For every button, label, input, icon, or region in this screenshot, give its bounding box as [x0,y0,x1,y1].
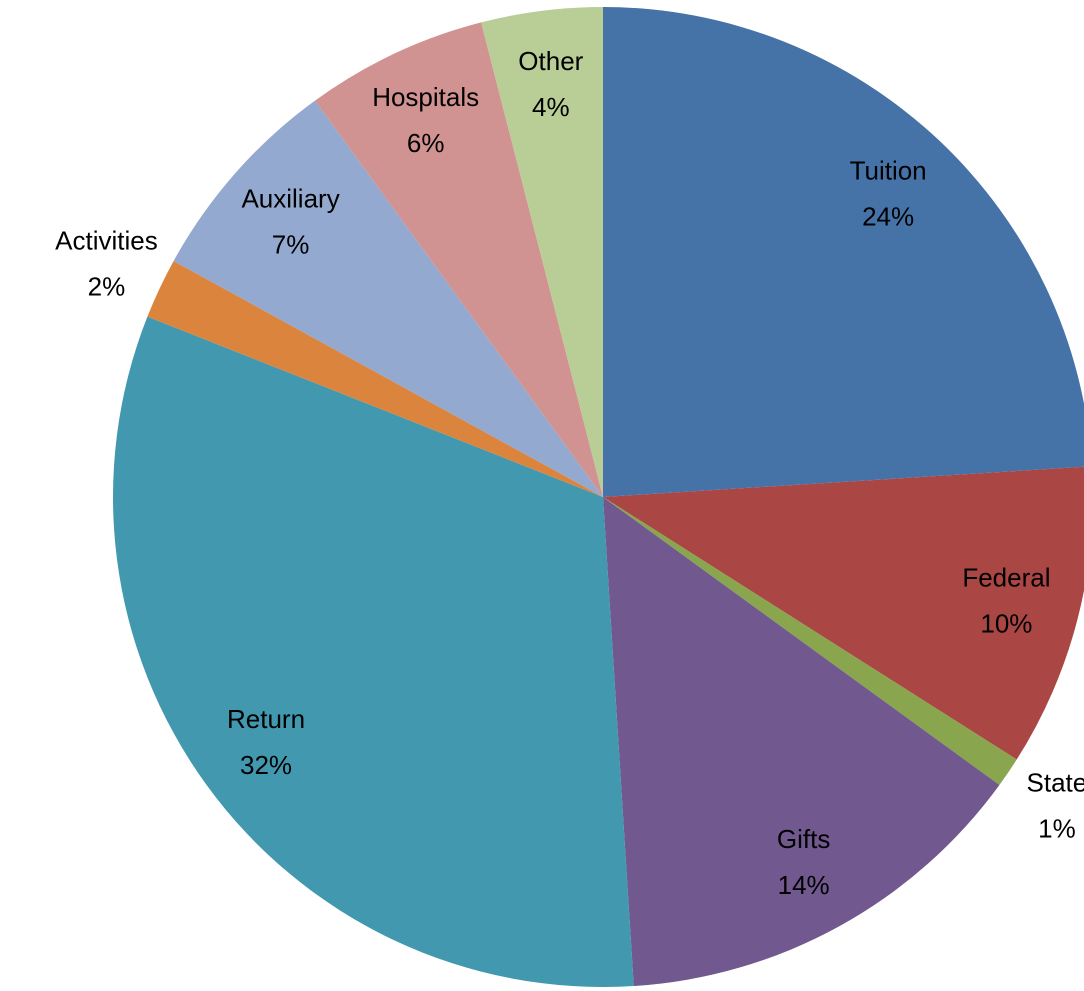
slice-name: State [1027,767,1084,797]
pie-slice [603,497,1017,786]
slice-label: Tuition 24% [850,155,927,231]
slice-name: Return [227,704,305,734]
slice-name: Other [518,46,583,76]
slice-name: Federal [962,563,1050,593]
slice-value: 2% [88,271,126,301]
slice-value: 1% [1038,813,1076,843]
pie-slice [173,100,603,498]
slice-value: 32% [240,750,292,780]
slice-name: Tuition [850,155,927,185]
slice-name: Gifts [777,824,830,854]
slice-value: 14% [778,870,830,900]
slice-value: 4% [532,92,570,122]
slice-value: 10% [980,609,1032,639]
slice-label: Federal 10% [962,563,1050,639]
slice-label: Auxiliary 7% [241,184,339,260]
slice-label: Gifts 14% [777,824,830,900]
slice-name: Auxiliary [241,184,339,214]
pie-slice [481,7,603,497]
slice-label: Activities 2% [55,225,158,301]
pie-slice [112,316,634,987]
pie-slice [147,260,603,497]
slice-label: Hospitals 6% [372,82,479,158]
slice-value: 7% [272,230,310,260]
slice-name: Hospitals [372,82,479,112]
slice-label: Return 32% [227,704,305,780]
slice-value: 6% [407,128,445,158]
pie-slice [603,7,1084,497]
pie-slice [603,497,1000,987]
pie-slice [314,22,603,497]
slice-label: State 1% [1027,767,1084,843]
slice-value: 24% [862,201,914,231]
slice-name: Activities [55,225,158,255]
slice-label: Other 4% [518,46,583,122]
pie-slice [603,466,1084,760]
